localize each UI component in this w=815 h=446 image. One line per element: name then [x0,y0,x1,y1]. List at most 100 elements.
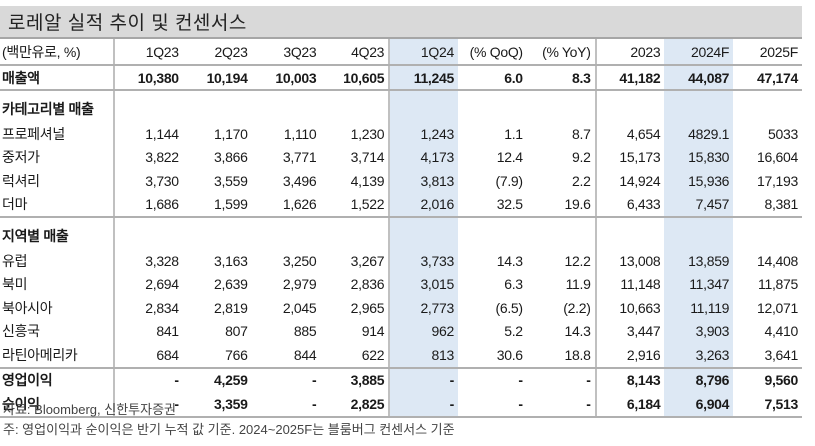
cell: 2025F [733,37,802,66]
cell: 2,639 [214,276,248,293]
cell: 9.2 [572,149,591,166]
cell: 5.2 [504,323,523,340]
cell: 2,773 [388,296,458,320]
row-label: 라틴아메리카 [0,343,114,369]
row-label: 영업이익 [2,372,53,389]
cell: 2,834 [113,296,183,320]
cell: (6.5) [495,299,523,316]
cell: 1Q24 [388,37,458,66]
row-label: 유럽 [2,252,28,269]
table-row: 유럽 3,328 3,163 3,250 3,267 3,733 14.3 12.2 13,00… [0,249,802,273]
cell: 1,230 [350,125,385,142]
cell: 2024F [664,37,734,66]
footnote: 주: 영업이익과 순이익은 반기 누적 값 기준. 2024~2025F는 블룸… [3,422,455,437]
cell: - [113,367,183,392]
cell: 2,916 [594,343,665,369]
cell: 3,866 [214,149,248,166]
revenue-row: 매출액 10,380 10,194 10,003 10,605 11,245 6.0 8.3 4… [0,65,802,91]
cell: 2023 [594,37,665,66]
cell: 11,148 [594,272,665,296]
cell: 1,522 [320,192,390,218]
cell: 3,885 [350,372,385,389]
cell: 12.4 [496,149,523,166]
cell [458,90,527,122]
cell [664,90,734,122]
cell: 841 [113,319,183,343]
cell: 41,182 [594,65,665,91]
cell: 1,170 [214,125,248,142]
table-row: 북아시아 2,834 2,819 2,045 2,965 2,773 (6.5) (2.2) 1… [0,296,802,320]
row-label: 순이익 [0,392,114,418]
cell: - [518,372,523,389]
cell: 32.5 [457,192,527,218]
cell: 3,015 [388,272,458,296]
cell: 3,822 [113,145,183,169]
cell: 3,447 [594,319,665,343]
cell: 6,433 [594,192,665,218]
cell: 1,243 [388,122,458,146]
cell [183,90,252,122]
row-label: 중저가 [2,149,40,166]
cell: 4,654 [594,122,665,146]
cell: - [113,392,183,418]
cell: 2,836 [350,276,385,293]
cell: 2,016 [388,192,458,218]
cell [594,217,665,249]
earnings-table: (백만유로, %) 1Q23 2Q23 3Q23 4Q23 1Q24 (% QoQ) (% Y… [0,37,802,418]
cell: 47,174 [733,65,802,91]
cell: 2,965 [350,299,385,316]
cell: 6.0 [457,65,527,91]
section-header-category: 카테고리별 매출 [0,90,802,122]
cell: (2.2) [563,299,591,316]
cell: 10,663 [594,296,665,320]
profit-row: 순이익 -3,359-2,825- - -6,184 6,904 7,513 [0,392,802,418]
cell: 13,859 [664,249,734,273]
cell: (7.9) [495,172,523,189]
cell: 4,410 [764,323,798,340]
cell: 2,045 [282,299,317,316]
cell [733,217,802,249]
cell: 11,245 [388,65,458,91]
cell [320,217,389,249]
cell: 15,173 [594,145,665,169]
row-label: 신흥국 [2,323,40,340]
cell: - [388,392,458,418]
cell: 14,408 [756,252,798,269]
cell: 2.2 [572,172,591,189]
row-label: 지역별 매출 [2,227,69,244]
cell: - [526,392,596,418]
cell: 3,730 [113,169,183,193]
cell: 3,267 [350,252,385,269]
cell: 3,559 [214,172,248,189]
cell: 12,071 [756,299,798,316]
table-row: 북미 2,694 2,639 2,979 2,836 3,015 6.3 11.9 11,148… [0,272,802,296]
table-title: 로레알 실적 추이 및 컨센서스 [0,6,802,37]
cell: 3,328 [113,249,183,273]
cell: 2,819 [214,299,248,316]
cell: 17,193 [756,172,798,189]
cell: - [312,372,317,389]
cell: 11,119 [664,296,734,320]
table-row: 더마 1,686 1,599 1,626 1,522 2,016 32.5 19.6 6,433… [0,192,802,218]
cell: 807 [225,323,248,340]
cell [733,90,802,122]
cell [113,217,183,249]
cell: 3,496 [282,172,317,189]
cell: 10,003 [251,65,321,91]
cell: (% QoQ) [457,37,527,66]
table-row: 라틴아메리카 684 766 844 622 813 30.6 18.8 2,916 3,263 3… [0,343,802,369]
table-container: 로레알 실적 추이 및 컨센서스 (백만유로, %) 1Q23 2Q23 3Q23 4Q… [0,6,802,418]
table-row: 럭셔리 3,730 3,559 3,496 4,139 3,813 (7.9) 2.2 14,9… [0,169,802,193]
cell: 3,641 [733,343,802,369]
row-label: 북아시아 [2,299,53,316]
cell: 10,194 [182,65,252,91]
cell: 5033 [768,125,798,142]
cell [183,217,252,249]
cell: 15,936 [664,169,734,193]
cell: 6,904 [664,392,734,418]
header-row: (백만유로, %) 1Q23 2Q23 3Q23 4Q23 1Q24 (% QoQ) (% Y… [0,37,802,66]
cell: 1.1 [504,125,523,142]
cell: 6.3 [504,276,523,293]
cell: 3,714 [350,149,385,166]
cell: 2Q23 [182,37,252,66]
